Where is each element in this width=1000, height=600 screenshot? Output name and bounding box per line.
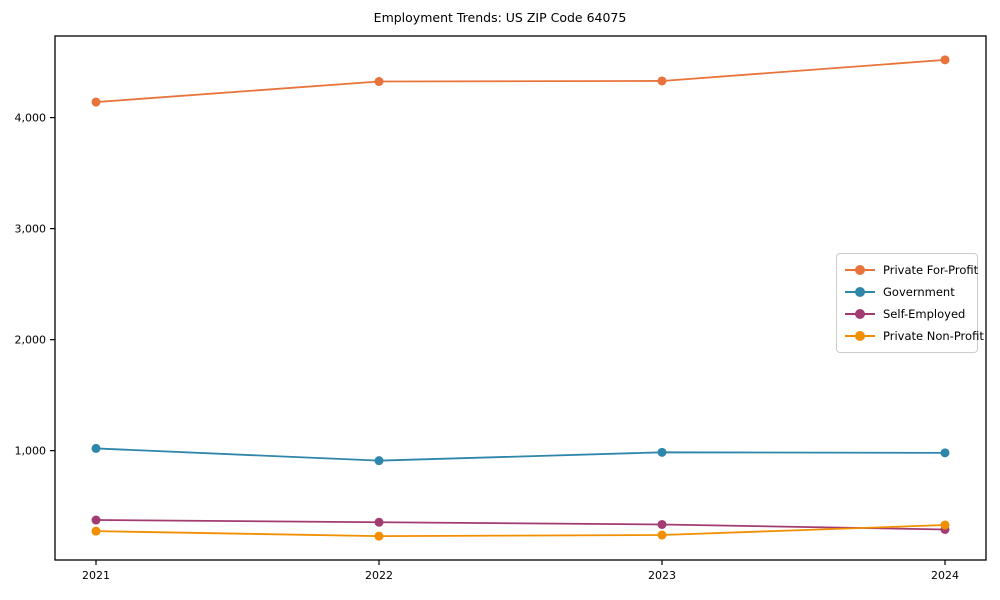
- chart-title: Employment Trends: US ZIP Code 64075: [373, 10, 627, 25]
- legend-item-government: Government: [845, 281, 969, 303]
- plot-border: [54, 35, 987, 561]
- data-point-marker: [657, 76, 667, 86]
- legend-marker-icon: [845, 287, 875, 297]
- data-point-marker: [940, 520, 950, 530]
- legend-item-private-non-profit: Private Non-Profit: [845, 325, 984, 347]
- legend-label: Self-Employed: [883, 307, 966, 321]
- legend: Private For-Profit Government Self-Employe…: [836, 253, 984, 353]
- legend-marker-icon: [845, 265, 875, 275]
- data-point-marker: [91, 515, 101, 525]
- series-line-government: [95, 447, 946, 462]
- data-point-marker: [91, 97, 101, 107]
- legend-label: Government: [883, 285, 955, 299]
- y-tick-label: 2,000: [15, 334, 47, 347]
- data-point-marker: [374, 456, 384, 466]
- x-tick-label: 2023: [648, 569, 676, 582]
- series-line-private-non-profit: [95, 524, 946, 538]
- series-line-private-for-profit: [95, 58, 946, 103]
- y-tick-label: 3,000: [15, 223, 47, 236]
- x-tick-label: 2022: [365, 569, 393, 582]
- legend-label: Private Non-Profit: [883, 329, 984, 343]
- data-point-marker: [91, 443, 101, 453]
- data-point-marker: [940, 55, 950, 65]
- data-point-marker: [374, 77, 384, 87]
- legend-item-self-employed: Self-Employed: [845, 303, 969, 325]
- data-point-marker: [374, 531, 384, 541]
- data-point-marker: [940, 448, 950, 458]
- data-point-marker: [657, 519, 667, 529]
- data-point-marker: [657, 447, 667, 457]
- x-tick-label: 2024: [931, 569, 959, 582]
- data-point-marker: [657, 530, 667, 540]
- x-tick-label: 2021: [82, 569, 110, 582]
- data-point-marker: [91, 526, 101, 536]
- y-tick-label: 1,000: [15, 445, 47, 458]
- data-point-marker: [374, 517, 384, 527]
- legend-label: Private For-Profit: [883, 263, 979, 277]
- series-line-self-employed: [95, 519, 946, 531]
- legend-marker-icon: [845, 331, 875, 341]
- y-tick-label: 4,000: [15, 112, 47, 125]
- legend-item-private-for-profit: Private For-Profit: [845, 259, 978, 281]
- legend-marker-icon: [845, 309, 875, 319]
